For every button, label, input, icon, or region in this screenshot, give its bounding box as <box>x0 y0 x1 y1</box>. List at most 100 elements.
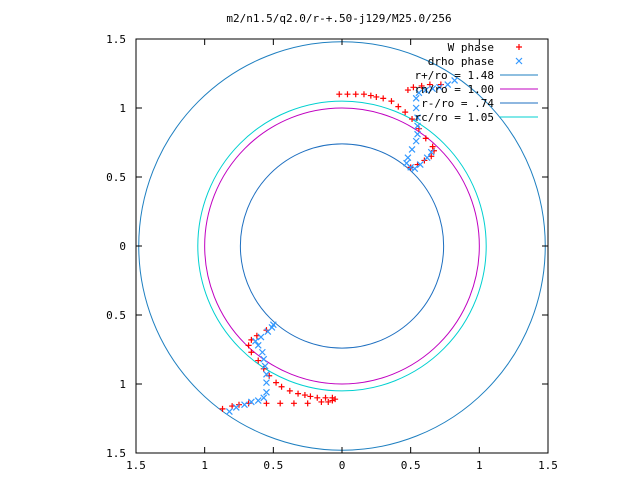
w-phase-point-22 <box>314 394 321 401</box>
drho-phase-point-26 <box>263 388 270 396</box>
x-tick-label-3: 0 <box>339 459 346 472</box>
w-phase-point-31 <box>255 357 262 364</box>
w-phase-point-28 <box>273 379 280 386</box>
x-tick-label-6: 1.5 <box>538 459 558 472</box>
drho-phase-point-34 <box>257 333 265 341</box>
drho-phase-point-13 <box>404 154 412 162</box>
y-tick-label-3: 0 <box>119 240 126 253</box>
drho-phase-point-31 <box>258 348 266 356</box>
drho-phase-point-17 <box>416 161 424 169</box>
w-phase-point-21 <box>322 394 329 401</box>
drho-phase-point-21 <box>232 404 240 411</box>
w-phase-point-13 <box>429 143 436 150</box>
drho-phase-point-4 <box>422 86 430 94</box>
w-phase-point-33 <box>245 342 252 349</box>
w-phase-point-52 <box>404 87 411 94</box>
w-phase-point-23 <box>307 393 314 400</box>
drho-phase-point-2 <box>436 83 443 91</box>
w-phase-point-42 <box>325 398 332 405</box>
w-phase-point-40 <box>304 400 311 407</box>
w-phase-point-0 <box>336 91 343 98</box>
w-phase-point-32 <box>248 349 255 356</box>
drho-phase-point-29 <box>261 362 269 370</box>
drho-phase-point-11 <box>412 137 420 145</box>
w-phase-point-38 <box>277 400 284 407</box>
drho-phase-point-20 <box>225 408 233 416</box>
chart-title: m2/n1.5/q2.0/r-+.50-j129/M25.0/256 <box>226 12 451 25</box>
w-phase-point-10 <box>409 116 416 123</box>
w-phase-point-25 <box>295 390 302 397</box>
drho-phase-point-23 <box>247 398 255 406</box>
w-phase-point-39 <box>290 400 297 407</box>
drho-phase-point-1 <box>444 81 452 88</box>
w-phase-point-27 <box>278 383 285 390</box>
w-phase-point-19 <box>332 396 339 403</box>
drho-phase-point-22 <box>241 401 248 409</box>
circle-rnro-1 <box>204 107 480 385</box>
drho-phase-point-37 <box>269 321 277 329</box>
drho-phase-point-24 <box>254 397 262 404</box>
drho-phase-point-15 <box>407 163 415 171</box>
drho-phase-point-28 <box>263 370 270 378</box>
x-tick-label-1: 1 <box>201 459 208 472</box>
w-phase-point-2 <box>352 91 359 98</box>
drho-phase-point-30 <box>260 355 268 363</box>
w-phase-point-8 <box>395 103 402 110</box>
legend-label-5: rc/ro = 1.05 <box>415 111 494 124</box>
circle-rcro-3 <box>197 100 487 392</box>
w-phase-point-50 <box>418 82 425 89</box>
legend-label-1: drho phase <box>428 55 494 68</box>
legend-marker-0 <box>516 44 522 50</box>
w-phase-point-37 <box>263 400 270 407</box>
drho-phase-point-33 <box>252 337 259 345</box>
drho-phase-point-9 <box>414 122 421 130</box>
drho-phase-point-19 <box>427 148 435 156</box>
legend-label-4: r-/ro = .74 <box>421 97 494 110</box>
drho-phase-point-5 <box>415 89 423 97</box>
w-phase-point-7 <box>388 98 395 105</box>
drho-phase-point-7 <box>412 104 420 112</box>
legend-label-3: rn/ro = 1.00 <box>415 83 494 96</box>
w-phase-point-6 <box>380 95 387 102</box>
legend-marker-1 <box>515 57 523 65</box>
w-phase-point-24 <box>301 392 308 399</box>
x-tick-label-2: 0.5 <box>263 459 283 472</box>
w-phase-point-43 <box>329 397 336 404</box>
y-tick-label-4: 0.5 <box>106 171 126 184</box>
y-tick-label-5: 1 <box>119 102 126 115</box>
drho-phase-point-27 <box>263 379 270 387</box>
w-phase-point-51 <box>410 84 417 91</box>
x-tick-label-0: 1.5 <box>126 459 146 472</box>
x-tick-label-5: 1 <box>476 459 483 472</box>
w-phase-point-47 <box>219 405 226 412</box>
w-phase-point-9 <box>402 109 409 116</box>
w-phase-point-41 <box>318 398 325 405</box>
x-tick-label-4: 0.5 <box>401 459 421 472</box>
drho-phase-point-8 <box>414 114 421 122</box>
w-phase-point-1 <box>344 91 351 98</box>
w-phase-point-26 <box>286 387 293 394</box>
drho-phase-point-25 <box>260 394 268 402</box>
drho-phase-point-3 <box>429 85 437 93</box>
drho-phase-point-32 <box>254 341 262 349</box>
y-tick-label-1: 1 <box>119 378 126 391</box>
w-phase-point-12 <box>422 135 429 142</box>
drho-phase-point-12 <box>408 145 416 153</box>
w-phase-point-5 <box>373 93 380 100</box>
drho-phase-point-6 <box>412 94 420 102</box>
legend-label-2: r+/ro = 1.48 <box>415 69 494 82</box>
drho-phase-point-18 <box>423 154 431 162</box>
w-phase-point-3 <box>360 91 367 98</box>
y-tick-label-0: 1.5 <box>106 447 126 460</box>
w-phase-point-4 <box>367 92 374 99</box>
legend-label-0: W phase <box>448 41 494 54</box>
y-tick-label-2: 0.5 <box>106 309 126 322</box>
circle-rro-2 <box>239 143 445 349</box>
drho-phase-point-10 <box>414 130 421 138</box>
y-tick-label-6: 1.5 <box>106 33 126 46</box>
axes: 1.5 1 0.5 0 0.5 1 1.51.510.500.511.5 <box>106 33 558 472</box>
drho-phase-point-16 <box>411 165 419 173</box>
drho-phase-point-0 <box>451 76 459 84</box>
